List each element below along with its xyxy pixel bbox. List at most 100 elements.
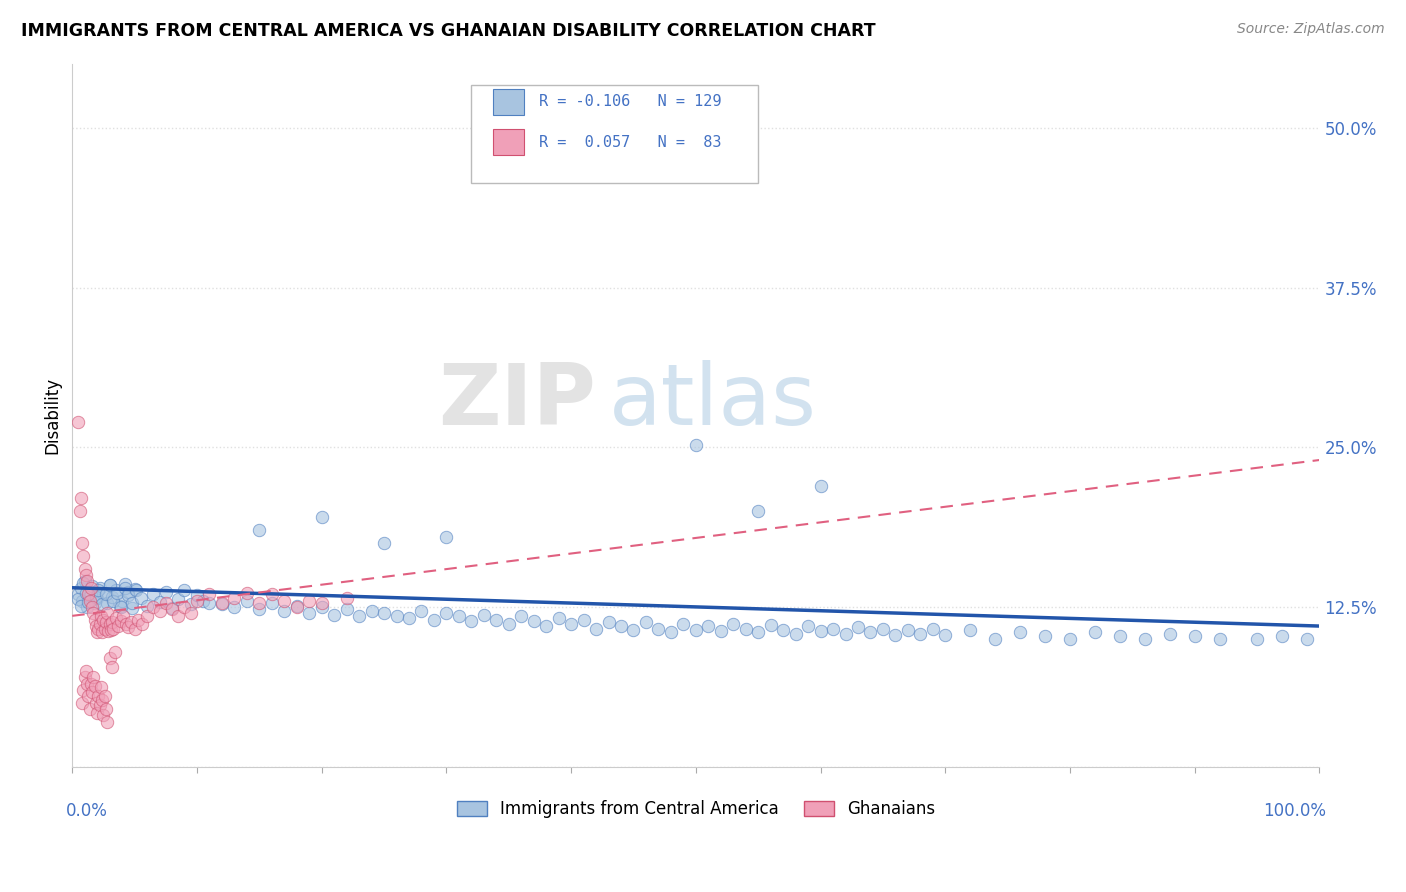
Point <box>1109 629 1132 643</box>
Point <box>447 608 470 623</box>
Point <box>86 591 108 605</box>
Point <box>67 592 90 607</box>
Point <box>98 616 121 631</box>
Point <box>98 578 121 592</box>
Point <box>247 523 270 537</box>
Point <box>75 586 97 600</box>
Point <box>623 623 645 637</box>
Point <box>82 607 104 621</box>
Point <box>697 619 720 633</box>
Point <box>75 664 97 678</box>
Point <box>67 415 90 429</box>
Point <box>797 619 820 633</box>
Point <box>80 581 103 595</box>
Point <box>336 591 359 605</box>
Point <box>80 676 103 690</box>
Point <box>90 608 112 623</box>
Point <box>70 581 93 595</box>
Point <box>86 625 108 640</box>
Point <box>434 530 457 544</box>
Point <box>89 581 111 595</box>
Point <box>70 593 93 607</box>
Point <box>96 714 118 729</box>
Point <box>834 626 856 640</box>
Point <box>785 626 807 640</box>
Point <box>97 624 120 639</box>
Point <box>311 510 333 524</box>
Point <box>1059 632 1081 646</box>
Point <box>148 604 170 618</box>
Point <box>598 615 620 630</box>
Point <box>984 632 1007 646</box>
Point <box>685 623 707 637</box>
Point <box>117 620 139 634</box>
Point <box>120 615 142 630</box>
Point <box>460 614 482 628</box>
Point <box>82 579 104 593</box>
Point <box>373 536 395 550</box>
Point <box>585 622 607 636</box>
Point <box>160 601 183 615</box>
Point <box>72 682 94 697</box>
Text: R =  0.057   N =  83: R = 0.057 N = 83 <box>538 135 721 150</box>
Point <box>110 614 132 628</box>
Point <box>311 596 333 610</box>
Point <box>672 616 695 631</box>
Text: IMMIGRANTS FROM CENTRAL AMERICA VS GHANAIAN DISABILITY CORRELATION CHART: IMMIGRANTS FROM CENTRAL AMERICA VS GHANA… <box>21 22 876 40</box>
Point <box>121 596 143 610</box>
Point <box>94 587 117 601</box>
Point <box>186 593 208 607</box>
Point <box>125 583 148 598</box>
Point <box>236 593 259 607</box>
Point <box>94 702 117 716</box>
Point <box>1296 632 1319 646</box>
Point <box>155 584 177 599</box>
Point <box>136 599 159 613</box>
Point <box>810 478 832 492</box>
Point <box>111 593 134 607</box>
Point <box>285 599 308 614</box>
Point <box>70 696 93 710</box>
Point <box>69 504 91 518</box>
Point <box>93 622 115 636</box>
Point <box>104 611 127 625</box>
Point <box>100 623 122 637</box>
Point <box>311 599 333 614</box>
Point <box>105 586 128 600</box>
Point <box>82 670 104 684</box>
Point <box>90 681 112 695</box>
Point <box>173 583 195 598</box>
Point <box>1133 632 1156 646</box>
Point <box>76 676 98 690</box>
Point <box>872 622 894 636</box>
FancyBboxPatch shape <box>471 85 758 184</box>
Point <box>647 622 669 636</box>
Point <box>93 613 115 627</box>
Point <box>1184 629 1206 643</box>
Point <box>115 616 138 631</box>
Point <box>77 595 100 609</box>
Point <box>821 622 844 636</box>
Point <box>247 602 270 616</box>
Point <box>83 613 105 627</box>
Point <box>910 626 932 640</box>
Point <box>710 624 733 639</box>
Point <box>93 708 115 723</box>
Point <box>298 593 321 607</box>
Text: R = -0.106   N = 129: R = -0.106 N = 129 <box>538 95 721 110</box>
Point <box>84 590 107 604</box>
Legend: Immigrants from Central America, Ghanaians: Immigrants from Central America, Ghanaia… <box>450 794 942 825</box>
Point <box>103 593 125 607</box>
Point <box>423 613 446 627</box>
Point <box>659 625 682 640</box>
Point <box>347 608 370 623</box>
Point <box>547 611 569 625</box>
Point <box>634 615 657 630</box>
Point <box>485 613 508 627</box>
Point <box>129 591 152 605</box>
Point <box>87 583 110 598</box>
Point <box>167 608 190 623</box>
Point <box>921 622 943 636</box>
Point <box>180 607 202 621</box>
Text: ZIP: ZIP <box>439 359 596 442</box>
